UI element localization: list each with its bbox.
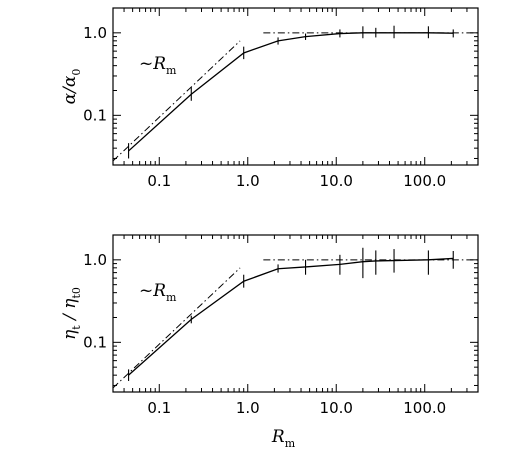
reference-line-slope: [112, 40, 241, 162]
x-tick-label: 1.0: [236, 399, 260, 417]
y-tick-label: 0.1: [83, 106, 107, 124]
y-tick-label: 1.0: [83, 251, 107, 269]
x-tick-label: 0.1: [147, 172, 171, 190]
x-tick-label: 100.0: [403, 172, 446, 190]
data-line: [128, 32, 454, 152]
y-axis-label: α/α0: [60, 69, 83, 105]
x-tick-label: 10.0: [320, 172, 353, 190]
x-tick-label: 100.0: [403, 399, 446, 417]
y-axis-label: ηt / ηt0: [60, 287, 83, 340]
panel-2: 0.1 1.0 10.0 100.0 0.1 1.0 ~Rm ηt / ηt0 Rm: [60, 234, 479, 450]
data-line: [128, 257, 454, 376]
y-tick-label: 1.0: [83, 24, 107, 42]
y-tick-label: 0.1: [83, 333, 107, 351]
x-tick-label: 0.1: [147, 399, 171, 417]
plot-frame: [112, 7, 479, 166]
x-tick-label: 10.0: [320, 399, 353, 417]
reference-line-slope: [112, 267, 241, 389]
x-tick-label: 1.0: [236, 172, 260, 190]
x-axis-label: Rm: [271, 427, 296, 450]
panel-1: 0.1 1.0 10.0 100.0 0.1 1.0 ~Rm α/α0: [60, 7, 479, 190]
annotation-label: ~Rm: [139, 281, 177, 304]
annotation-label: ~Rm: [139, 54, 177, 77]
plot-frame: [112, 234, 479, 393]
